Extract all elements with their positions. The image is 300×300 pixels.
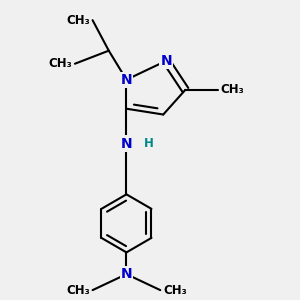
Text: CH₃: CH₃ bbox=[66, 284, 90, 297]
Text: CH₃: CH₃ bbox=[221, 83, 244, 96]
Text: CH₃: CH₃ bbox=[163, 284, 187, 297]
Text: N: N bbox=[121, 73, 132, 87]
Text: N: N bbox=[121, 136, 132, 151]
Text: CH₃: CH₃ bbox=[48, 57, 72, 70]
Text: H: H bbox=[144, 137, 154, 150]
Text: CH₃: CH₃ bbox=[66, 14, 90, 27]
Text: N: N bbox=[121, 267, 132, 281]
Text: N: N bbox=[160, 54, 172, 68]
